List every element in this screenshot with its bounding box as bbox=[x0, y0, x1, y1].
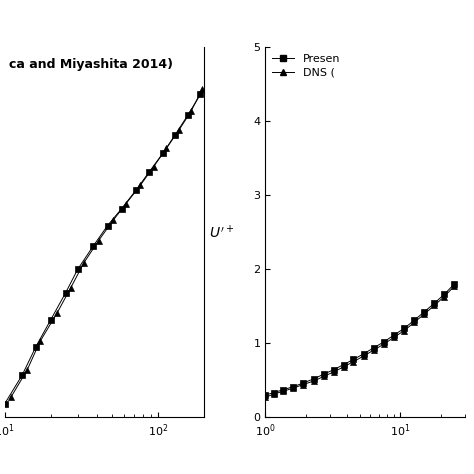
Text: $U'^+$: $U'^+$ bbox=[209, 224, 234, 241]
Legend: Presen, DNS (: Presen, DNS ( bbox=[268, 50, 345, 82]
Text: ca and Miyashita 2014): ca and Miyashita 2014) bbox=[9, 58, 173, 72]
